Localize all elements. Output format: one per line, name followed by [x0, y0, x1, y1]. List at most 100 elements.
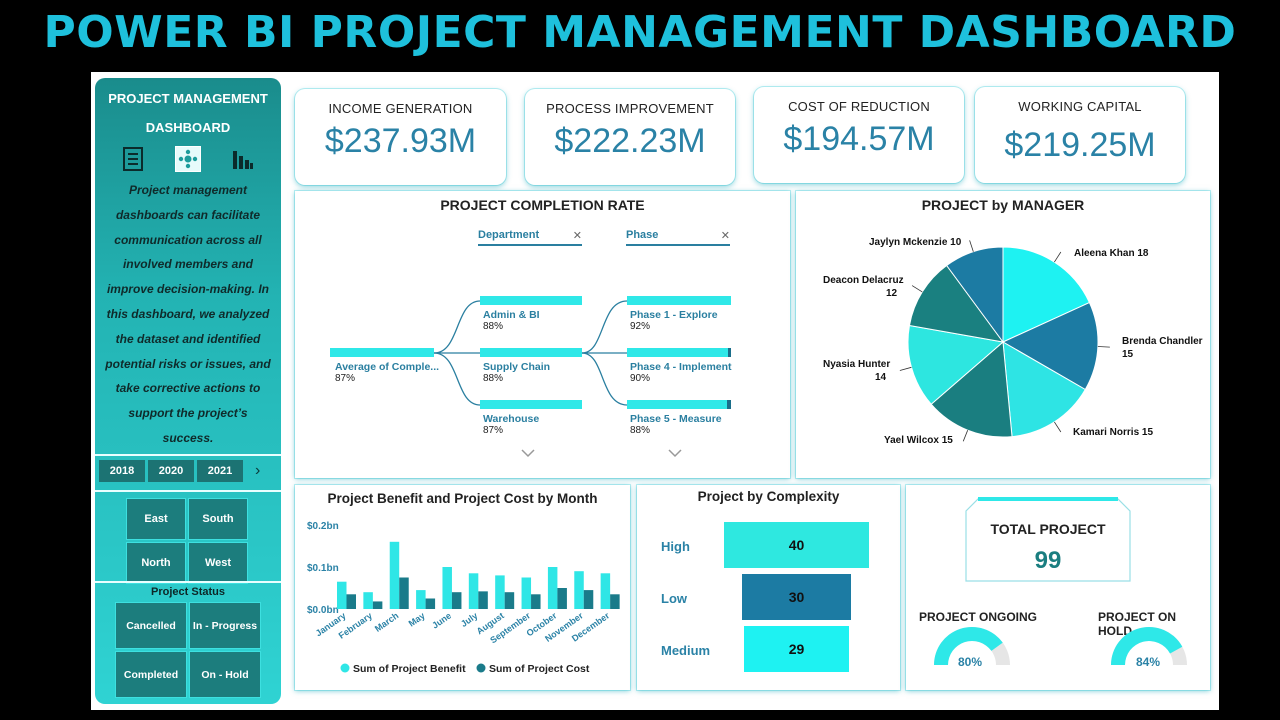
bar-cost[interactable]	[531, 594, 541, 609]
complexity-bar-medium[interactable]: 29	[744, 626, 849, 672]
tree-connectors	[433, 300, 628, 406]
complexity-bar-low[interactable]: 30	[742, 574, 851, 620]
chevron-down-icon[interactable]	[668, 449, 682, 458]
tree-node-phase-pct: 90%	[630, 373, 651, 384]
year-button[interactable]: 2020	[148, 460, 194, 482]
year-button[interactable]: 2021	[197, 460, 243, 482]
legend-label[interactable]: Sum of Project Benefit	[353, 663, 466, 675]
chevron-down-icon[interactable]	[521, 449, 535, 458]
ongoing-pct: 80%	[958, 655, 983, 669]
bar-benefit[interactable]	[495, 575, 505, 609]
kpi-label: WORKING CAPITAL	[1018, 99, 1142, 114]
tree-node-phase-pct: 92%	[630, 321, 651, 332]
pie-leader-line	[969, 240, 974, 252]
bar-benefit[interactable]	[337, 581, 347, 609]
sidebar-title-line2: DASHBOARD	[145, 120, 231, 135]
tree-node-department-bar[interactable]	[480, 348, 582, 357]
pie-label-brenda-value: 15	[1122, 349, 1134, 360]
network-hub-icon[interactable]	[174, 146, 201, 172]
pie-slice[interactable]	[908, 264, 1005, 343]
onhold-label: PROJECT ON HOLD	[1098, 610, 1177, 638]
status-button-on-hold[interactable]: On - Hold	[189, 651, 261, 698]
kpi-card-income-generation[interactable]: INCOME GENERATION $237.93M	[295, 89, 506, 185]
bar-benefit[interactable]	[416, 590, 426, 609]
region-button-north[interactable]: North	[126, 542, 186, 584]
bar-benefit[interactable]	[547, 567, 558, 609]
pie-slice[interactable]	[945, 246, 1004, 344]
chevron-right-icon[interactable]: ›	[255, 462, 261, 479]
legend-label[interactable]: Sum of Project Cost	[489, 663, 590, 675]
region-button-east[interactable]: East	[126, 498, 186, 540]
bar-cost[interactable]	[557, 588, 567, 609]
tree-node-root-label: Average of Comple...	[335, 361, 440, 373]
bar-cost[interactable]	[504, 592, 515, 609]
sidebar-icons	[95, 144, 281, 174]
status-button-in-progress[interactable]: In - Progress	[189, 602, 261, 649]
bar-cost[interactable]	[478, 591, 488, 609]
bar-cost[interactable]	[399, 577, 409, 610]
tree-header-department[interactable]: Department ✕	[478, 229, 582, 246]
bar-benefit[interactable]	[468, 573, 479, 609]
bar-cost[interactable]	[372, 601, 383, 609]
manager-pie-chart	[899, 240, 1110, 442]
pie-slice[interactable]	[1001, 301, 1099, 391]
bar-benefit[interactable]	[521, 577, 532, 610]
list-report-icon[interactable]	[120, 146, 146, 172]
kpi-card-cost-of-reduction[interactable]: COST OF REDUCTION $194.57M	[754, 87, 964, 183]
complexity-bar-high[interactable]: 40	[724, 522, 869, 568]
status-button-completed[interactable]: Completed	[115, 651, 187, 698]
bar-cost[interactable]	[425, 598, 436, 610]
bar-cost[interactable]	[451, 592, 462, 609]
pie-slice[interactable]	[907, 324, 1005, 405]
pie-label-nyasia: Nyasia Hunter	[823, 359, 891, 370]
legend-marker	[476, 663, 486, 673]
bar-chart-icon[interactable]	[230, 146, 256, 172]
bar-benefit[interactable]	[600, 573, 611, 609]
tree-node-department-label: Warehouse	[483, 413, 540, 425]
year-slicer: 2018 2020 2021	[99, 460, 243, 482]
pie-label-deacon: Deacon Delacruz	[823, 275, 904, 286]
status-button-cancelled[interactable]: Cancelled	[115, 602, 187, 649]
pie-slice[interactable]	[1002, 246, 1091, 343]
bar-benefit[interactable]	[442, 567, 452, 609]
totals-panel: TOTAL PROJECT 99 PROJECT ONGOING 80% PRO…	[906, 485, 1210, 690]
bar-cost[interactable]	[583, 590, 594, 609]
kpi-card-process-improvement[interactable]: PROCESS IMPROVEMENT $222.23M	[525, 89, 735, 185]
tree-node-department-bar[interactable]	[480, 296, 582, 305]
panel-title: Project by Complexity	[697, 489, 840, 504]
onhold-gauge	[1111, 627, 1187, 665]
tree-node-department-bar[interactable]	[480, 400, 582, 409]
pie-label-kamari: Kamari Norris 15	[1073, 427, 1154, 438]
bar-benefit[interactable]	[363, 592, 373, 609]
pie-leader-line	[962, 430, 969, 442]
pie-label-aleena: Aleena Khan 18	[1074, 248, 1149, 259]
pie-label-nyasia-value: 14	[875, 372, 887, 383]
region-button-west[interactable]: West	[188, 542, 248, 584]
close-icon[interactable]: ✕	[720, 230, 730, 242]
tree-node-department-pct: 87%	[483, 425, 504, 436]
sidebar-title: PROJECT MANAGEMENT DASHBOARD	[95, 78, 281, 142]
tree-node-phase-bar[interactable]	[627, 296, 731, 305]
bar-cost[interactable]	[610, 594, 620, 609]
total-project-card-frame	[965, 497, 1131, 582]
bar-benefit[interactable]	[389, 541, 400, 609]
tree-node-phase-label: Phase 5 - Measure	[630, 413, 722, 425]
pie-slice[interactable]	[1002, 341, 1086, 438]
completion-rate-panel: PROJECT COMPLETION RATE Department ✕ Pha…	[295, 191, 790, 478]
pie-label-brenda: Brenda Chandler	[1122, 336, 1203, 347]
kpi-label: COST OF REDUCTION	[788, 99, 930, 114]
divider	[95, 581, 281, 583]
tree-node-phase-bar[interactable]	[627, 400, 731, 409]
bar-cost[interactable]	[346, 594, 357, 609]
divider	[95, 454, 281, 456]
close-icon[interactable]: ✕	[572, 230, 582, 242]
tree-node-department-label: Supply Chain	[483, 361, 551, 373]
tree-node-root-bar[interactable]	[330, 348, 434, 357]
tree-header-phase[interactable]: Phase ✕	[626, 229, 730, 246]
kpi-card-working-capital[interactable]: WORKING CAPITAL $219.25M	[975, 87, 1185, 183]
region-button-south[interactable]: South	[188, 498, 248, 540]
ongoing-label: PROJECT ONGOING	[919, 610, 1038, 624]
year-button[interactable]: 2018	[99, 460, 145, 482]
bar-benefit[interactable]	[574, 571, 584, 609]
tree-node-phase-bar[interactable]	[627, 348, 731, 357]
